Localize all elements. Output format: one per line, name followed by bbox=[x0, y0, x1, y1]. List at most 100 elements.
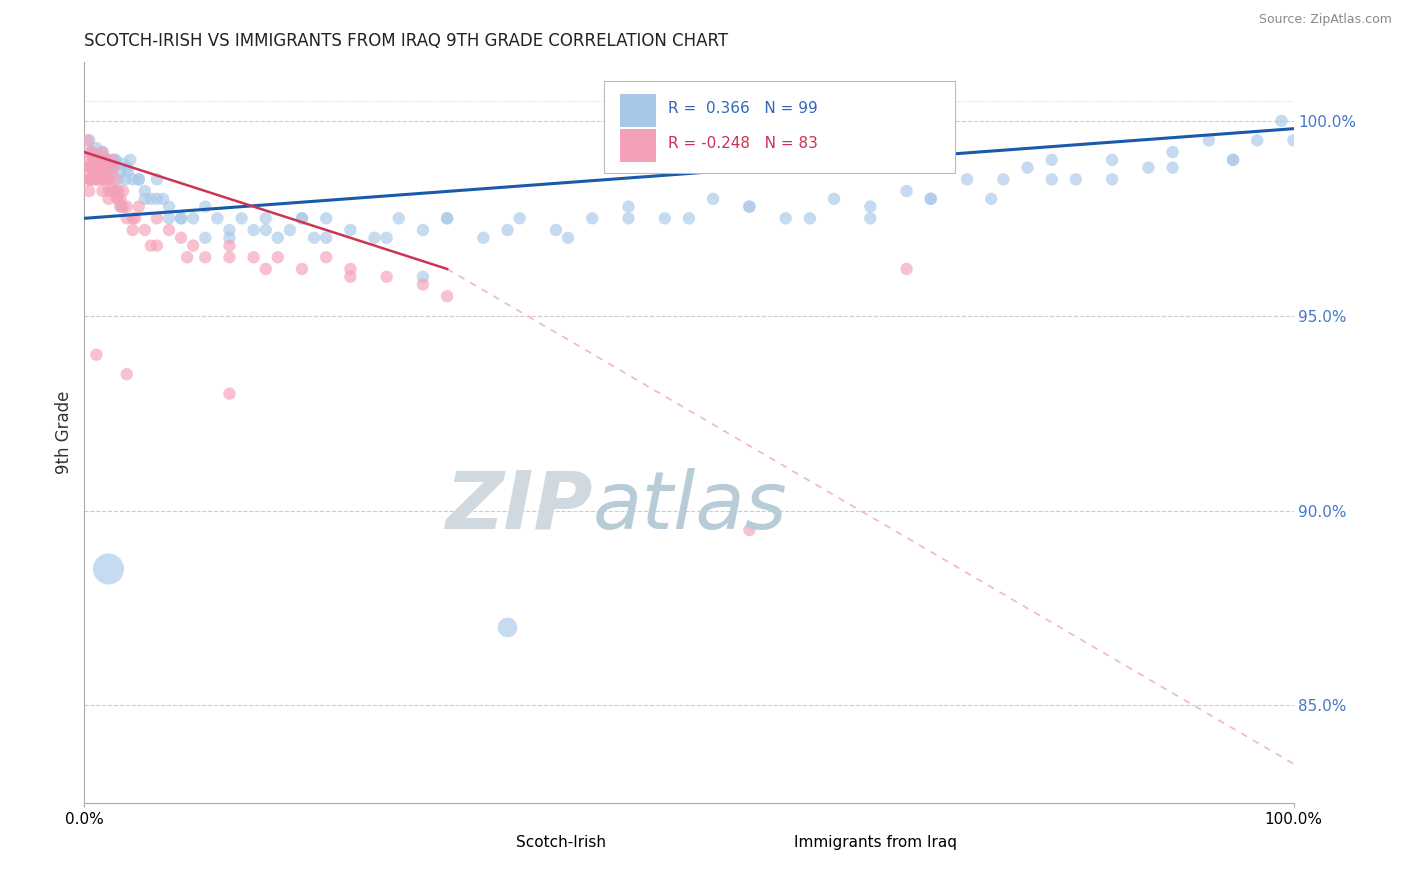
Point bbox=[315, 231, 337, 245]
Point bbox=[218, 231, 240, 245]
Point bbox=[110, 200, 132, 214]
Point bbox=[134, 223, 156, 237]
Point bbox=[103, 161, 125, 175]
Point bbox=[86, 348, 108, 362]
Point bbox=[93, 149, 115, 163]
Point bbox=[436, 211, 458, 226]
Point bbox=[115, 367, 138, 381]
Point bbox=[291, 211, 314, 226]
Point bbox=[896, 184, 918, 198]
Point bbox=[86, 161, 108, 175]
Text: R = -0.248   N = 83: R = -0.248 N = 83 bbox=[668, 136, 818, 152]
Point bbox=[231, 211, 253, 226]
Point bbox=[91, 184, 114, 198]
Point bbox=[115, 200, 138, 214]
Point bbox=[617, 211, 640, 226]
Point bbox=[107, 192, 129, 206]
Point bbox=[128, 172, 150, 186]
Point bbox=[121, 211, 143, 226]
Point bbox=[86, 161, 108, 175]
Point bbox=[170, 211, 193, 226]
Text: Scotch-Irish: Scotch-Irish bbox=[516, 835, 606, 850]
Point bbox=[194, 250, 217, 264]
Point bbox=[82, 145, 104, 159]
Point bbox=[496, 620, 519, 634]
Point bbox=[339, 262, 361, 277]
Point bbox=[94, 157, 117, 171]
Point bbox=[114, 172, 136, 186]
Point bbox=[134, 192, 156, 206]
Point bbox=[90, 161, 112, 175]
Point bbox=[104, 172, 127, 186]
Point bbox=[75, 161, 97, 175]
Point bbox=[121, 223, 143, 237]
Point bbox=[128, 172, 150, 186]
Point bbox=[278, 223, 301, 237]
Point bbox=[91, 145, 114, 159]
Point bbox=[146, 238, 169, 252]
Point bbox=[738, 200, 761, 214]
Point bbox=[267, 250, 290, 264]
Point bbox=[86, 161, 108, 175]
Point bbox=[107, 172, 129, 186]
Point bbox=[94, 172, 117, 186]
Point bbox=[654, 211, 676, 226]
Point bbox=[87, 153, 110, 167]
Point bbox=[1161, 161, 1184, 175]
Point bbox=[617, 200, 640, 214]
Point bbox=[110, 164, 132, 178]
Point bbox=[1246, 133, 1268, 147]
Point bbox=[181, 238, 204, 252]
Point bbox=[80, 145, 103, 159]
Point bbox=[96, 172, 118, 186]
Point bbox=[1222, 153, 1244, 167]
Point bbox=[956, 172, 979, 186]
Point bbox=[83, 153, 105, 167]
Point bbox=[775, 211, 797, 226]
Point bbox=[79, 161, 101, 175]
Point bbox=[218, 386, 240, 401]
Point bbox=[254, 262, 277, 277]
Point bbox=[103, 161, 125, 175]
Point bbox=[91, 145, 114, 159]
Point bbox=[128, 200, 150, 214]
Bar bbox=[620, 94, 657, 127]
Point bbox=[315, 250, 337, 264]
Point bbox=[77, 184, 100, 198]
Point bbox=[267, 231, 290, 245]
Point bbox=[170, 211, 193, 226]
Point bbox=[104, 153, 127, 167]
Point bbox=[920, 192, 942, 206]
Point bbox=[1282, 133, 1305, 147]
Point bbox=[86, 172, 108, 186]
Point bbox=[82, 153, 104, 167]
Bar bbox=[620, 129, 657, 162]
Point bbox=[90, 161, 112, 175]
Point bbox=[375, 231, 398, 245]
Point bbox=[738, 200, 761, 214]
Bar bbox=[447, 834, 502, 853]
Point bbox=[117, 164, 139, 178]
Point bbox=[101, 153, 124, 167]
Point bbox=[157, 200, 180, 214]
Point bbox=[339, 223, 361, 237]
Point bbox=[80, 161, 103, 175]
Point bbox=[557, 231, 579, 245]
Point bbox=[738, 523, 761, 537]
Point bbox=[115, 211, 138, 226]
Point bbox=[87, 153, 110, 167]
Point bbox=[107, 184, 129, 198]
Point bbox=[94, 153, 117, 167]
Point bbox=[98, 172, 121, 186]
Point bbox=[77, 145, 100, 159]
Point bbox=[121, 172, 143, 186]
Point bbox=[1064, 172, 1087, 186]
Point bbox=[375, 269, 398, 284]
Point bbox=[194, 231, 217, 245]
Point bbox=[93, 161, 115, 175]
Point bbox=[218, 223, 240, 237]
Point bbox=[920, 192, 942, 206]
Point bbox=[104, 184, 127, 198]
Point bbox=[112, 157, 135, 171]
Point bbox=[112, 184, 135, 198]
